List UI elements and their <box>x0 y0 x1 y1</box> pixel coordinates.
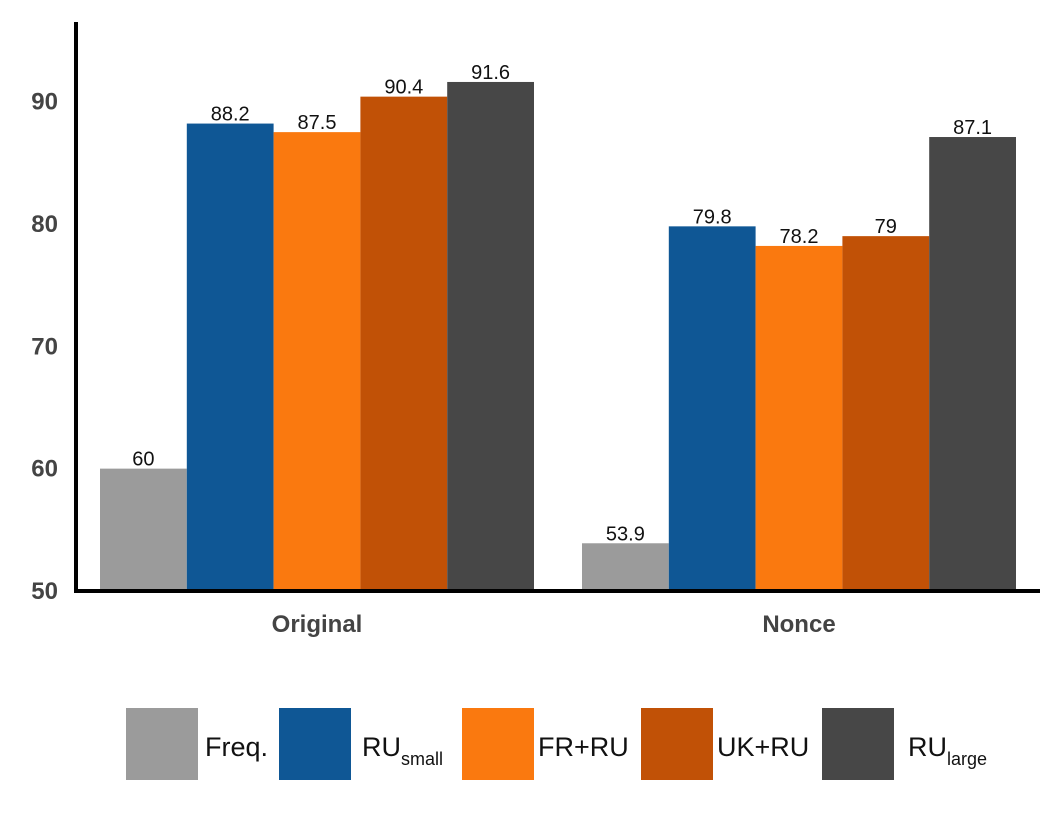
legend-label-text: UK+RU <box>717 732 809 762</box>
bar <box>668 226 756 592</box>
legend-label-text: RU <box>362 732 401 762</box>
data-label: 87.1 <box>953 117 992 139</box>
legend: Freq. RUsmall FR+RU UK+RU RUlarge <box>126 708 987 780</box>
bar <box>929 137 1016 591</box>
legend-label: Freq. <box>205 732 268 762</box>
data-label: 78.2 <box>780 226 819 248</box>
y-tick-label: 90 <box>31 89 58 116</box>
data-label: 88.2 <box>211 104 250 126</box>
legend-swatch <box>641 708 713 780</box>
bar <box>360 96 448 592</box>
legend-label-text: Freq. <box>205 732 268 762</box>
legend-swatch <box>279 708 351 780</box>
data-label: 79 <box>875 216 897 238</box>
legend-swatch <box>462 708 534 780</box>
legend-label: FR+RU <box>538 732 629 762</box>
bars-group <box>100 81 1016 592</box>
category-label: Nonce <box>762 611 835 638</box>
y-tick-label: 60 <box>31 456 58 483</box>
y-tick-label: 80 <box>31 211 58 238</box>
legend-swatch <box>126 708 198 780</box>
y-tick-label: 50 <box>31 578 58 605</box>
data-label: 90.4 <box>384 77 423 99</box>
bar <box>186 123 274 591</box>
legend-label-subscript: large <box>947 749 987 769</box>
legend-label: UK+RU <box>717 732 809 762</box>
data-label: 87.5 <box>298 112 337 134</box>
bar <box>447 81 534 591</box>
legend-label: RUlarge <box>908 732 987 769</box>
legend-label: RUsmall <box>362 732 443 769</box>
data-label: 91.6 <box>471 62 510 84</box>
y-axis-ticks: 50 60 70 80 90 <box>31 89 58 605</box>
bar <box>100 468 187 591</box>
bar <box>273 132 361 591</box>
y-tick-label: 70 <box>31 333 58 360</box>
bar <box>755 245 843 592</box>
category-label: Original <box>272 611 363 638</box>
data-labels-group: 60 53.9 88.2 79.8 87.5 78.2 90.4 79 91.6 87.1 <box>132 62 992 545</box>
legend-label-text: RU <box>908 732 947 762</box>
legend-label-text: FR+RU <box>538 732 629 762</box>
x-axis-categories: Original Nonce <box>272 611 836 638</box>
legend-label-subscript: small <box>401 749 443 769</box>
data-label: 60 <box>132 449 154 471</box>
data-label: 79.8 <box>693 206 732 228</box>
legend-swatch <box>822 708 894 780</box>
bar <box>842 236 930 592</box>
bar <box>582 543 669 591</box>
data-label: 53.9 <box>606 523 645 545</box>
